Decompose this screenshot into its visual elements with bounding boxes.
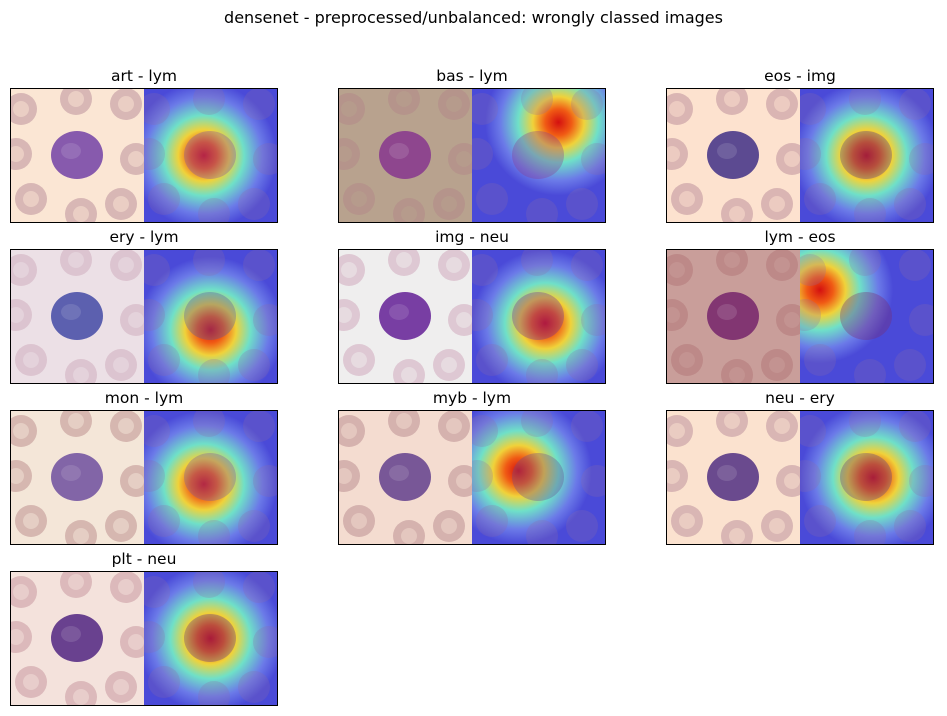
image-pair [338,410,606,545]
original-image [339,250,472,383]
panel: lym - eos [666,227,934,384]
panel: neu - ery [666,388,934,545]
panel-title: plt - neu [111,550,177,568]
panel-title: art - lym [111,67,177,85]
image-pair [10,571,278,706]
panel-title: img - neu [435,228,509,246]
panel: myb - lym [338,388,606,545]
original-image [667,89,800,222]
panel-title: ery - lym [109,228,179,246]
original-image [11,411,144,544]
panel-title: myb - lym [432,389,512,407]
image-pair [666,410,934,545]
figure-title: densenet - preprocessed/unbalanced: wron… [224,8,723,27]
heatmap-image [472,89,605,222]
image-pair [10,410,278,545]
panel: mon - lym [10,388,278,545]
original-image [11,89,144,222]
heatmap-image [800,411,933,544]
heatmap-image [800,250,933,383]
panel-title: bas - lym [436,67,508,85]
panel: bas - lym [338,66,606,223]
heatmap-image [144,89,277,222]
heatmap-image [144,572,277,705]
original-image [11,250,144,383]
heatmap-image [800,89,933,222]
image-pair [10,249,278,384]
panel-title: eos - img [764,67,836,85]
panel: img - neu [338,227,606,384]
original-image [339,411,472,544]
panel-title: mon - lym [104,389,184,407]
original-image [11,572,144,705]
panel-title: lym - eos [764,228,836,246]
image-pair [666,249,934,384]
image-pair [10,88,278,223]
panel: ery - lym [10,227,278,384]
panel-title: neu - ery [765,389,835,407]
panel: eos - img [666,66,934,223]
original-image [667,411,800,544]
original-image [339,89,472,222]
heatmap-image [144,250,277,383]
image-pair [338,88,606,223]
panel: art - lym [10,66,278,223]
image-pair [338,249,606,384]
original-image [667,250,800,383]
heatmap-image [144,411,277,544]
heatmap-image [472,250,605,383]
image-pair [666,88,934,223]
panel: plt - neu [10,549,278,706]
heatmap-image [472,411,605,544]
